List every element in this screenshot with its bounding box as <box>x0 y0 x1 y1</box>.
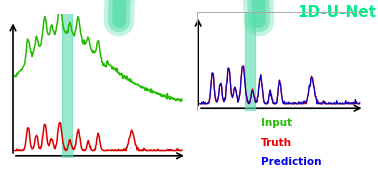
Polygon shape <box>62 8 72 164</box>
Text: Input: Input <box>261 118 292 128</box>
Text: Prediction: Prediction <box>261 157 321 167</box>
Polygon shape <box>245 7 255 113</box>
Text: 1D-U-Net: 1D-U-Net <box>297 5 376 20</box>
Text: Truth: Truth <box>261 138 292 147</box>
